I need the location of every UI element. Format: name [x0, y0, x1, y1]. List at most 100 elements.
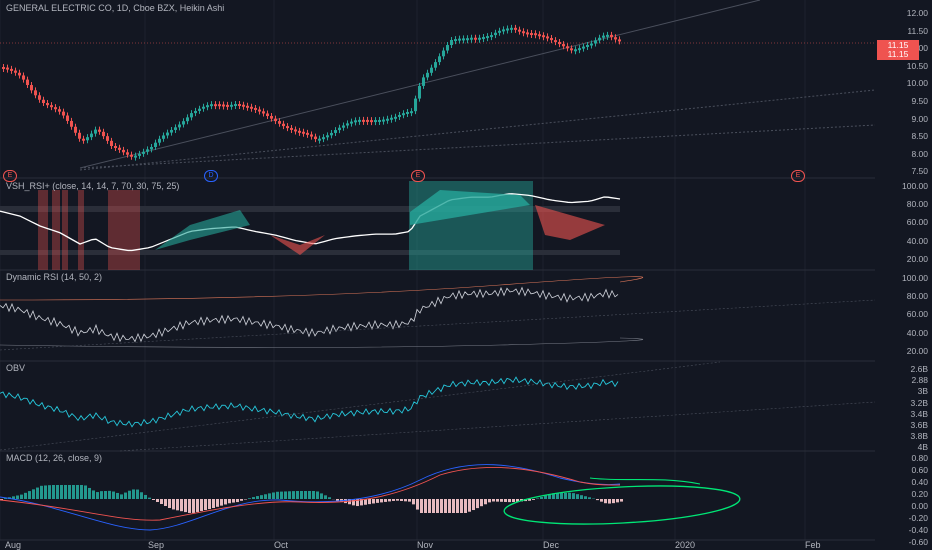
bearish-zone — [78, 190, 84, 270]
candle — [442, 50, 445, 57]
macd-histogram-bar — [172, 499, 175, 510]
candle — [38, 95, 41, 100]
earnings-event-icon[interactable]: E — [3, 170, 17, 182]
oversold-band — [0, 250, 620, 255]
macd-histogram-bar — [244, 499, 247, 500]
candle — [166, 132, 169, 136]
macd-histogram-bar — [240, 499, 243, 501]
price-axis[interactable]: 12.0011.5011.0010.5010.009.509.008.508.0… — [875, 0, 932, 550]
candle — [222, 104, 225, 107]
macd-histogram-bar — [428, 499, 431, 513]
macd-tick: -0.60 — [908, 537, 928, 547]
vsh-rsi-label[interactable]: VSH_RSI+ (close, 14, 14, 7, 70, 30, 75, … — [6, 181, 180, 191]
candle — [18, 72, 21, 76]
candle — [14, 70, 17, 73]
candle — [74, 126, 77, 133]
macd-histogram-bar — [308, 491, 311, 499]
macd-histogram-bar — [584, 496, 587, 499]
macd-tick: 0.20 — [911, 489, 928, 499]
candle — [482, 37, 485, 40]
macd-tick: 0.00 — [911, 501, 928, 511]
candle — [282, 123, 285, 127]
macd-histogram-bar — [256, 496, 259, 499]
macd-histogram-bar — [424, 499, 427, 513]
macd-histogram-bar — [460, 499, 463, 513]
candle — [534, 33, 537, 36]
macd-histogram-bar — [208, 499, 211, 510]
macd-tick: 0.60 — [911, 465, 928, 475]
candle — [190, 113, 193, 118]
candle — [382, 119, 385, 122]
candle — [34, 90, 37, 96]
drsi-tick: 80.00 — [906, 291, 928, 302]
macd-histogram-bar — [284, 491, 287, 499]
candle — [610, 34, 613, 38]
candle — [462, 38, 465, 41]
candle — [374, 120, 377, 123]
candle — [106, 136, 109, 141]
macd-histogram-bar — [436, 499, 439, 513]
macd-histogram-bar — [112, 491, 115, 499]
trend-line — [0, 299, 875, 351]
candle — [234, 104, 237, 107]
macd-histogram-bar — [192, 499, 195, 513]
candle — [98, 129, 101, 132]
drsi-tick: 40.00 — [906, 327, 928, 338]
macd-histogram-bar — [40, 485, 43, 499]
vsh-tick: 80.00 — [906, 199, 928, 210]
candle — [526, 32, 529, 35]
candle — [470, 37, 473, 40]
macd-histogram-bar — [400, 499, 403, 501]
macd-histogram-bar — [124, 492, 127, 499]
macd-histogram-bar — [116, 492, 119, 499]
macd-label[interactable]: MACD (12, 26, close, 9) — [6, 453, 103, 463]
candle — [518, 29, 521, 32]
earnings-event-icon[interactable]: E — [791, 170, 805, 182]
macd-histogram-bar — [496, 499, 499, 502]
candle — [270, 116, 273, 119]
candle — [522, 31, 525, 34]
candle — [126, 152, 129, 155]
candle — [138, 153, 141, 156]
macd-histogram-bar — [196, 499, 199, 512]
macd-histogram-bar — [76, 485, 79, 499]
chart-canvas[interactable] — [0, 0, 875, 550]
macd-histogram-bar — [448, 499, 451, 513]
candle — [114, 146, 117, 149]
candle — [258, 109, 261, 112]
candle — [474, 37, 477, 40]
macd-histogram-bar — [216, 499, 219, 507]
macd-histogram-bar — [268, 493, 271, 499]
macd-histogram-bar — [580, 495, 583, 499]
macd-histogram-bar — [500, 499, 503, 502]
earnings-event-icon[interactable]: E — [411, 170, 425, 182]
macd-histogram-bar — [532, 499, 535, 500]
candle — [90, 133, 93, 138]
obv-tick: 3.2B — [910, 397, 929, 408]
drsi-tick: 60.00 — [906, 309, 928, 320]
candle — [302, 131, 305, 134]
time-tick: 2020 — [675, 540, 696, 550]
obv-tick: 4B — [917, 442, 928, 453]
macd-tick: -0.20 — [908, 513, 928, 523]
rsi-cloud-up — [155, 210, 250, 250]
candle — [206, 105, 209, 108]
macd-histogram-bar — [564, 492, 567, 499]
obv-label[interactable]: OBV — [6, 363, 26, 373]
candle — [134, 155, 137, 158]
candle — [390, 117, 393, 120]
candle — [26, 79, 29, 86]
macd-histogram-bar — [108, 490, 111, 499]
macd-histogram-bar — [160, 499, 163, 504]
bearish-zone — [38, 190, 48, 270]
macd-histogram-bar — [416, 499, 419, 510]
macd-histogram-bar — [236, 499, 239, 503]
candle — [478, 37, 481, 40]
dynamic-rsi-label[interactable]: Dynamic RSI (14, 50, 2) — [6, 272, 103, 282]
candle — [194, 110, 197, 114]
macd-histogram-bar — [412, 499, 415, 505]
macd-histogram-bar — [484, 499, 487, 505]
price-tick: 10.00 — [906, 78, 928, 89]
dividend-event-icon[interactable]: D — [204, 170, 218, 182]
candle — [142, 151, 145, 154]
